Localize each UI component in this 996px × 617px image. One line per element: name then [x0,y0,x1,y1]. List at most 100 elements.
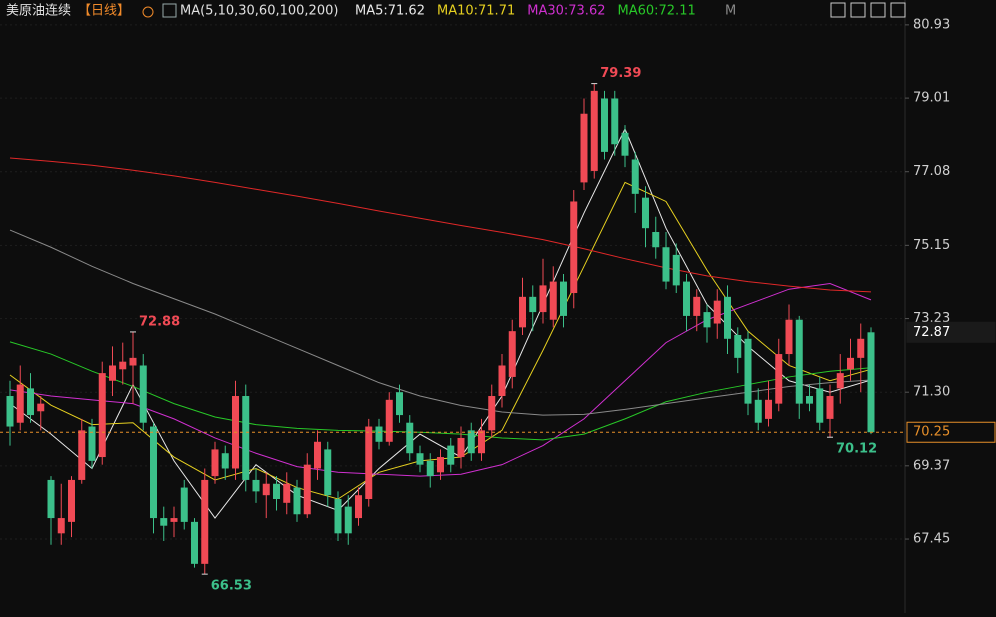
legend: MA5:71.62 MA10:71.71 MA30:73.62 MA60:72.11 [355,4,696,19]
candle-body [201,479,209,564]
candle-body [590,90,598,171]
candle-body [693,296,701,316]
candle-body [283,483,291,503]
y-tick-label: 69.37 [913,458,950,473]
candle-body [744,338,752,404]
candle-body [672,254,680,286]
candle-body [68,479,75,522]
candle-body [221,453,229,469]
candle-body [631,159,639,194]
indicator: MA(5,10,30,60,100,200) [180,4,338,19]
candle-body [426,460,434,477]
candle-body [795,319,803,404]
candle-body [242,396,250,480]
tool-icon[interactable] [870,2,886,18]
tool-icon[interactable] [830,2,846,18]
price-tag [906,421,996,443]
annotation: 72.88 [139,314,180,329]
candle-body [262,483,270,496]
price-tag-label: 70.25 [913,425,950,440]
candle-body [488,396,496,431]
candle-body [355,495,362,519]
annotation: 70.12 [836,442,877,457]
candle-body [806,396,813,404]
candle-body [150,426,157,519]
y-tick-label: 71.30 [913,385,950,400]
candle-body [211,449,219,477]
legend-entry: MA5:71.62 [355,4,425,19]
candle-body [785,319,793,355]
candle-body [170,518,178,522]
icon[interactable] [142,6,154,18]
candle-body [324,449,332,496]
candle-body [37,403,45,412]
y-tick-label: 80.93 [913,17,950,32]
candle-body [98,373,106,458]
candle-body [857,338,865,358]
period: 【日线】 [78,4,130,19]
candle-body [652,231,660,248]
candle-body [191,521,198,564]
candle-body [119,361,127,370]
candle-body [396,392,403,416]
tool-icon[interactable] [890,2,906,18]
candle-body [765,399,772,419]
candle-body [16,384,24,423]
legend-entry: MA60:72.11 [617,4,695,19]
candle-body [683,281,690,316]
price-tag [906,321,996,343]
candle-body [662,247,670,282]
candle-body [580,113,588,183]
y-tick-label: 67.45 [913,532,950,547]
candle-body [88,426,96,461]
candle-body [129,357,137,366]
candle-body [416,453,424,465]
candle-body [273,483,280,499]
candle-body [529,296,537,313]
candle-body [334,499,342,534]
candle-body [519,296,526,328]
candle-body [180,487,188,522]
candle-body [867,332,875,433]
candle-body [826,396,834,419]
candle-body [252,479,260,492]
candle-body [724,296,731,339]
candle-body [437,457,444,473]
candle-body [27,388,34,416]
candle-body [754,399,762,423]
candle-body [406,422,414,454]
ma-line [9,341,872,441]
candle-body [816,388,824,423]
candle-body [467,430,475,454]
candle-body [713,300,721,324]
candle-body [314,441,321,469]
candle-body [109,365,116,381]
candle-body [293,487,301,515]
y-tick-label: 75.15 [913,238,950,253]
candle-body [457,437,465,458]
candle-body [601,98,608,152]
candle-body [734,334,742,358]
candle-body [375,426,383,442]
annotation: 66.53 [211,579,252,594]
candle-body [478,430,485,454]
icon[interactable] [162,3,177,18]
candle-body [139,365,147,423]
tool-icon[interactable] [850,2,866,18]
candle-body [642,197,649,229]
candle-body [447,445,455,465]
candle-body [703,312,711,328]
candle-body [57,518,65,534]
candle-body [621,132,629,156]
ma-line [9,157,872,293]
legend-entry: MA10:71.71 [437,4,515,19]
symbol: 美原油连续 [6,3,71,19]
annotation: 79.39 [600,66,641,81]
candle-body [847,357,854,370]
candle-body [344,506,352,534]
price-tag-label: 72.87 [913,325,950,340]
candle-body [160,518,168,526]
candle-body [836,373,844,389]
